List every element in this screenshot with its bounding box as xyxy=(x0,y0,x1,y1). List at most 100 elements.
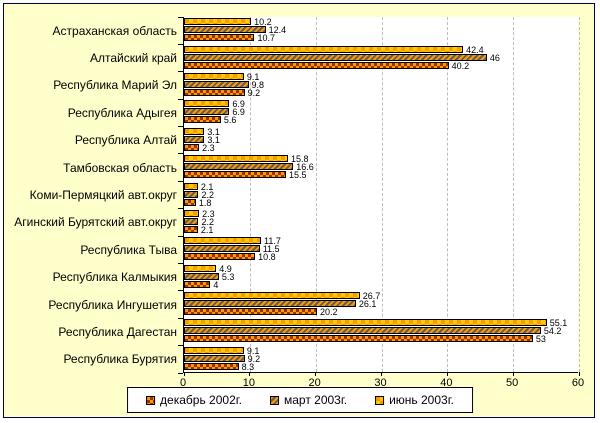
bar xyxy=(184,272,219,280)
x-axis-tick xyxy=(381,372,382,376)
category-axis-labels: Астраханская область Алтайский край Респуб… xyxy=(0,17,180,373)
bar-value-label: 15.8 xyxy=(291,154,309,165)
bar xyxy=(184,143,200,151)
bar-value-label: 6.9 xyxy=(232,107,245,118)
bar xyxy=(184,61,449,69)
bar xyxy=(184,308,317,316)
bar-value-label: 9.2 xyxy=(247,353,261,364)
gridline xyxy=(513,17,515,372)
x-axis-tick-label: 0 xyxy=(179,377,187,389)
y-axis-tick xyxy=(178,43,183,45)
bar xyxy=(184,116,221,124)
bar xyxy=(184,182,198,190)
bar xyxy=(184,264,217,272)
bar xyxy=(184,292,360,300)
bar-value-label: 2.2 xyxy=(201,189,214,200)
x-axis-tick xyxy=(249,372,251,376)
bar-value-label: 2.3 xyxy=(202,142,215,153)
x-axis-tick-label: 60 xyxy=(571,377,585,389)
bar-value-label: 11.5 xyxy=(262,244,280,255)
x-axis-tick-label: 30 xyxy=(374,377,387,389)
bar xyxy=(184,155,289,163)
bar-value-label: 40.2 xyxy=(451,60,470,71)
legend-label: март 2003г. xyxy=(283,393,348,407)
legend-entry: март 2003г. xyxy=(269,393,348,407)
bar xyxy=(184,225,198,233)
bar xyxy=(184,53,487,61)
x-axis-tick xyxy=(512,372,514,376)
bar xyxy=(184,127,205,135)
bar-value-label: 2.3 xyxy=(202,208,215,219)
gridline xyxy=(315,17,317,372)
legend-entry: июнь 2003г. xyxy=(375,393,454,407)
legend-swatch-icon xyxy=(375,395,385,405)
y-axis-tick xyxy=(178,317,183,319)
category-label: Республика Тыва xyxy=(80,242,177,257)
x-axis-tick xyxy=(578,372,580,376)
category-label: Республика Ингушетия xyxy=(48,297,177,312)
category-label: Республика Дагестан xyxy=(58,324,177,339)
bar-value-label: 11.7 xyxy=(264,236,281,247)
bar-value-label: 6.9 xyxy=(232,99,245,110)
bar-value-label: 5.6 xyxy=(223,115,237,126)
y-axis-tick xyxy=(178,153,183,155)
bar-value-label: 5.3 xyxy=(221,271,235,282)
bar xyxy=(184,209,200,217)
bar-value-label: 1.8 xyxy=(198,197,212,208)
category-label: Республика Адыгея xyxy=(67,105,177,120)
gridline xyxy=(249,17,251,372)
x-axis-tick-label: 50 xyxy=(506,377,519,389)
bar xyxy=(184,34,255,42)
bar-value-label: 4 xyxy=(213,279,219,290)
bar-value-label: 12.4 xyxy=(268,25,287,36)
legend-swatch-icon xyxy=(146,395,156,405)
gridline xyxy=(447,17,449,372)
bar-value-label: 20.2 xyxy=(319,307,338,318)
bar xyxy=(184,108,230,116)
bar-value-label: 9.1 xyxy=(246,345,260,356)
bar-value-label: 3.1 xyxy=(207,134,220,145)
bar-value-label: 54.2 xyxy=(543,326,562,337)
bar-value-label: 9.1 xyxy=(246,71,260,82)
bar xyxy=(184,100,230,108)
bar-value-label: 26.7 xyxy=(362,291,381,302)
bar xyxy=(184,280,211,288)
plot-area: 10.2 12.4 10.7 42.4 46 40.2 9.1 9.8 9.2 6.9 6.9 5.6… xyxy=(178,16,580,376)
bar xyxy=(184,300,356,308)
y-axis-tick xyxy=(178,290,183,292)
bar-value-label: 10.2 xyxy=(254,17,272,28)
bar xyxy=(184,327,541,335)
y-axis-tick xyxy=(178,16,183,18)
legend: декабрь 2002г. март 2003г. июнь 2003г. xyxy=(127,387,473,413)
y-axis-tick xyxy=(178,345,183,347)
category-label: Республика Калмыкия xyxy=(52,270,177,285)
category-label: Республика Бурятия xyxy=(63,352,177,367)
bar xyxy=(184,72,244,80)
bar-value-label: 3.1 xyxy=(207,126,220,137)
bar xyxy=(184,354,245,362)
bar xyxy=(184,18,252,26)
bar xyxy=(184,26,266,34)
legend-label: декабрь 2002г. xyxy=(160,393,242,407)
legend-swatch-icon xyxy=(269,395,279,405)
category-label: Алтайский край xyxy=(89,51,177,66)
bar xyxy=(184,80,249,88)
bar-value-label: 2.2 xyxy=(201,216,214,227)
x-axis-tick xyxy=(446,372,448,376)
bar xyxy=(184,190,199,198)
bar xyxy=(184,163,294,171)
bar-value-label: 42.4 xyxy=(466,44,484,55)
bar xyxy=(184,346,244,354)
bar xyxy=(184,319,547,327)
bar-value-label: 9.2 xyxy=(247,87,261,98)
bar-value-label: 8.3 xyxy=(241,361,255,372)
category-label: Агинский Бурятский авт.округ xyxy=(14,215,177,230)
value-axis-labels: 0 10 20 30 40 50 60 xyxy=(179,377,584,391)
y-axis-tick xyxy=(178,98,183,100)
gridline xyxy=(381,17,383,372)
category-label: Тамбовская область xyxy=(63,160,177,175)
category-label: Астраханская область xyxy=(52,23,177,38)
bar xyxy=(184,335,533,343)
bar-value-label: 16.6 xyxy=(296,162,314,173)
